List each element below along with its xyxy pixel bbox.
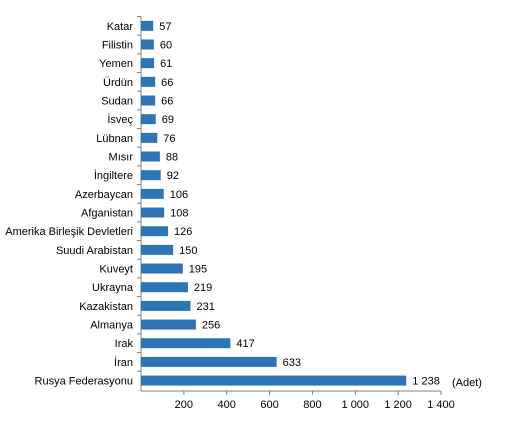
category-label: Amerika Birleşik Devletleri (5, 226, 133, 238)
value-label: 60 (160, 40, 172, 52)
value-label: 66 (161, 96, 173, 108)
value-label: 126 (174, 226, 192, 238)
category-label: Afganistan (81, 208, 133, 220)
category-label: Kuveyt (99, 264, 133, 276)
value-label: 108 (170, 208, 188, 220)
bar (141, 282, 188, 293)
category-label: İsveç (107, 113, 133, 126)
bar (141, 151, 160, 162)
x-tick-label: 400 (218, 399, 236, 411)
bar (141, 319, 196, 330)
value-label: 417 (236, 338, 254, 350)
category-label: Sudan (101, 96, 133, 108)
category-label: Katar (107, 21, 134, 33)
bar (141, 95, 156, 106)
category-label: İngiltere (94, 169, 133, 182)
value-label: 61 (160, 58, 172, 70)
value-label: 106 (170, 189, 188, 201)
bar (141, 207, 165, 218)
value-label: 69 (162, 114, 174, 126)
bar (141, 170, 161, 181)
bar (141, 114, 156, 125)
category-label: Yemen (99, 58, 133, 70)
x-tick-label: 200 (175, 399, 193, 411)
value-label: 92 (167, 170, 179, 182)
category-label: Suudi Arabistan (56, 245, 133, 257)
bar (141, 263, 183, 274)
value-label: 633 (283, 357, 301, 369)
bar (141, 132, 158, 143)
bar (141, 58, 155, 69)
value-label: 88 (166, 152, 178, 164)
value-label: 231 (197, 301, 215, 313)
value-label: 256 (202, 320, 220, 332)
bar (141, 76, 156, 87)
bar (141, 188, 164, 199)
bar (141, 39, 154, 50)
category-label: Irak (115, 338, 134, 350)
bar (141, 226, 168, 237)
value-label: 195 (189, 264, 207, 276)
x-tick-label: 1 400 (427, 399, 455, 411)
bar (141, 375, 407, 386)
category-label: Filistin (102, 40, 133, 52)
category-label: Ukrayna (92, 282, 134, 294)
bar (141, 338, 231, 349)
value-label: 66 (161, 77, 173, 89)
x-tick-label: 800 (303, 399, 321, 411)
value-label: 150 (179, 245, 197, 257)
category-label: Ürdün (103, 77, 133, 89)
category-label: Kazakistan (79, 301, 133, 313)
category-label: Lübnan (96, 133, 133, 145)
category-label: Almanya (90, 320, 134, 332)
category-label: Azerbaycan (75, 189, 133, 201)
value-label: 1 238 (412, 376, 440, 388)
value-label: 76 (163, 133, 175, 145)
bar (141, 300, 191, 311)
value-label: 57 (159, 21, 171, 33)
x-tick-label: 600 (260, 399, 278, 411)
category-label: Rusya Federasyonu (35, 376, 133, 388)
category-label: Mısır (109, 152, 134, 164)
bar (141, 20, 154, 31)
x-tick-label: 1 000 (342, 399, 370, 411)
x-tick-label: 1 200 (384, 399, 412, 411)
unit-label: (Adet) (452, 377, 482, 389)
value-label: 219 (194, 282, 212, 294)
category-label: İran (114, 356, 133, 369)
bar (141, 356, 277, 367)
bar (141, 244, 174, 255)
